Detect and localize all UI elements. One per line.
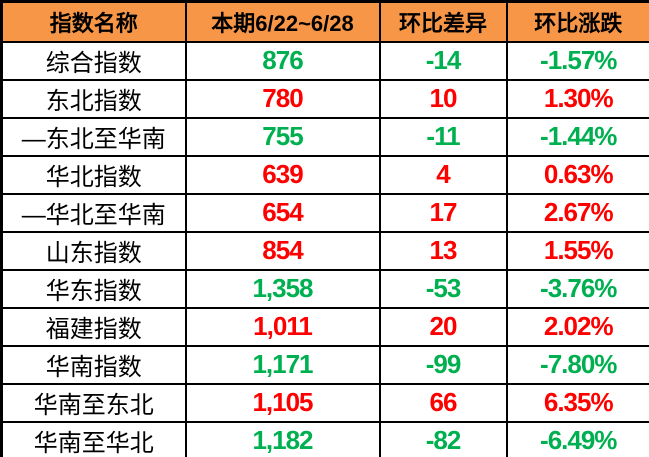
diff-cell: 10 [378, 78, 508, 119]
diff-cell: -53 [378, 268, 508, 309]
table-body: 综合指数 876 -14 -1.57% 东北指数 780 10 1.30% —东… [0, 40, 649, 457]
header-current-period: 本期6/22~6/28 [184, 0, 381, 43]
diff-cell: 17 [378, 192, 508, 233]
current-value-cell: 1,105 [184, 382, 381, 423]
index-name-cell: 山东指数 [0, 230, 187, 271]
change-pct-cell: 6.35% [505, 382, 649, 423]
table-row: 华南至华北 1,182 -82 -6.49% [0, 420, 649, 457]
change-pct-cell: -1.57% [505, 40, 649, 81]
index-name-cell: —东北至华南 [0, 116, 187, 157]
current-value-cell: 755 [184, 116, 381, 157]
change-pct-cell: 2.02% [505, 306, 649, 347]
index-name-cell: 华北指数 [0, 154, 187, 195]
current-value-cell: 639 [184, 154, 381, 195]
table-header: 指数名称 本期6/22~6/28 环比差异 环比涨跌 [0, 0, 649, 43]
index-name-cell: 华东指数 [0, 268, 187, 309]
index-name-cell: 华南至东北 [0, 382, 187, 423]
header-index-name: 指数名称 [0, 0, 187, 43]
change-pct-cell: -1.44% [505, 116, 649, 157]
table-row: 华南指数 1,171 -99 -7.80% [0, 344, 649, 385]
current-value-cell: 780 [184, 78, 381, 119]
index-name-cell: 综合指数 [0, 40, 187, 81]
table-row: 东北指数 780 10 1.30% [0, 78, 649, 119]
change-pct-cell: 1.55% [505, 230, 649, 271]
table-row: 福建指数 1,011 20 2.02% [0, 306, 649, 347]
current-value-cell: 1,171 [184, 344, 381, 385]
diff-cell: -14 [378, 40, 508, 81]
change-pct-cell: 1.30% [505, 78, 649, 119]
diff-cell: 4 [378, 154, 508, 195]
index-name-cell: 福建指数 [0, 306, 187, 347]
change-pct-cell: 2.67% [505, 192, 649, 233]
index-name-cell: 东北指数 [0, 78, 187, 119]
diff-cell: 13 [378, 230, 508, 271]
table-row: 综合指数 876 -14 -1.57% [0, 40, 649, 81]
table-row: 华北指数 639 4 0.63% [0, 154, 649, 195]
change-pct-cell: 0.63% [505, 154, 649, 195]
table-row: 山东指数 854 13 1.55% [0, 230, 649, 271]
diff-cell: -82 [378, 420, 508, 457]
table-row: 华东指数 1,358 -53 -3.76% [0, 268, 649, 309]
current-value-cell: 854 [184, 230, 381, 271]
change-pct-cell: -7.80% [505, 344, 649, 385]
index-name-cell: 华南至华北 [0, 420, 187, 457]
index-name-cell: —华北至华南 [0, 192, 187, 233]
header-mom-change: 环比涨跌 [505, 0, 649, 43]
diff-cell: 66 [378, 382, 508, 423]
diff-cell: -11 [378, 116, 508, 157]
current-value-cell: 654 [184, 192, 381, 233]
diff-cell: 20 [378, 306, 508, 347]
current-value-cell: 1,182 [184, 420, 381, 457]
table-row: —华北至华南 654 17 2.67% [0, 192, 649, 233]
index-name-cell: 华南指数 [0, 344, 187, 385]
header-row: 指数名称 本期6/22~6/28 环比差异 环比涨跌 [0, 0, 649, 43]
table-row: —东北至华南 755 -11 -1.44% [0, 116, 649, 157]
header-mom-difference: 环比差异 [378, 0, 508, 43]
current-value-cell: 1,358 [184, 268, 381, 309]
current-value-cell: 876 [184, 40, 381, 81]
current-value-cell: 1,011 [184, 306, 381, 347]
table-row: 华南至东北 1,105 66 6.35% [0, 382, 649, 423]
diff-cell: -99 [378, 344, 508, 385]
change-pct-cell: -6.49% [505, 420, 649, 457]
change-pct-cell: -3.76% [505, 268, 649, 309]
